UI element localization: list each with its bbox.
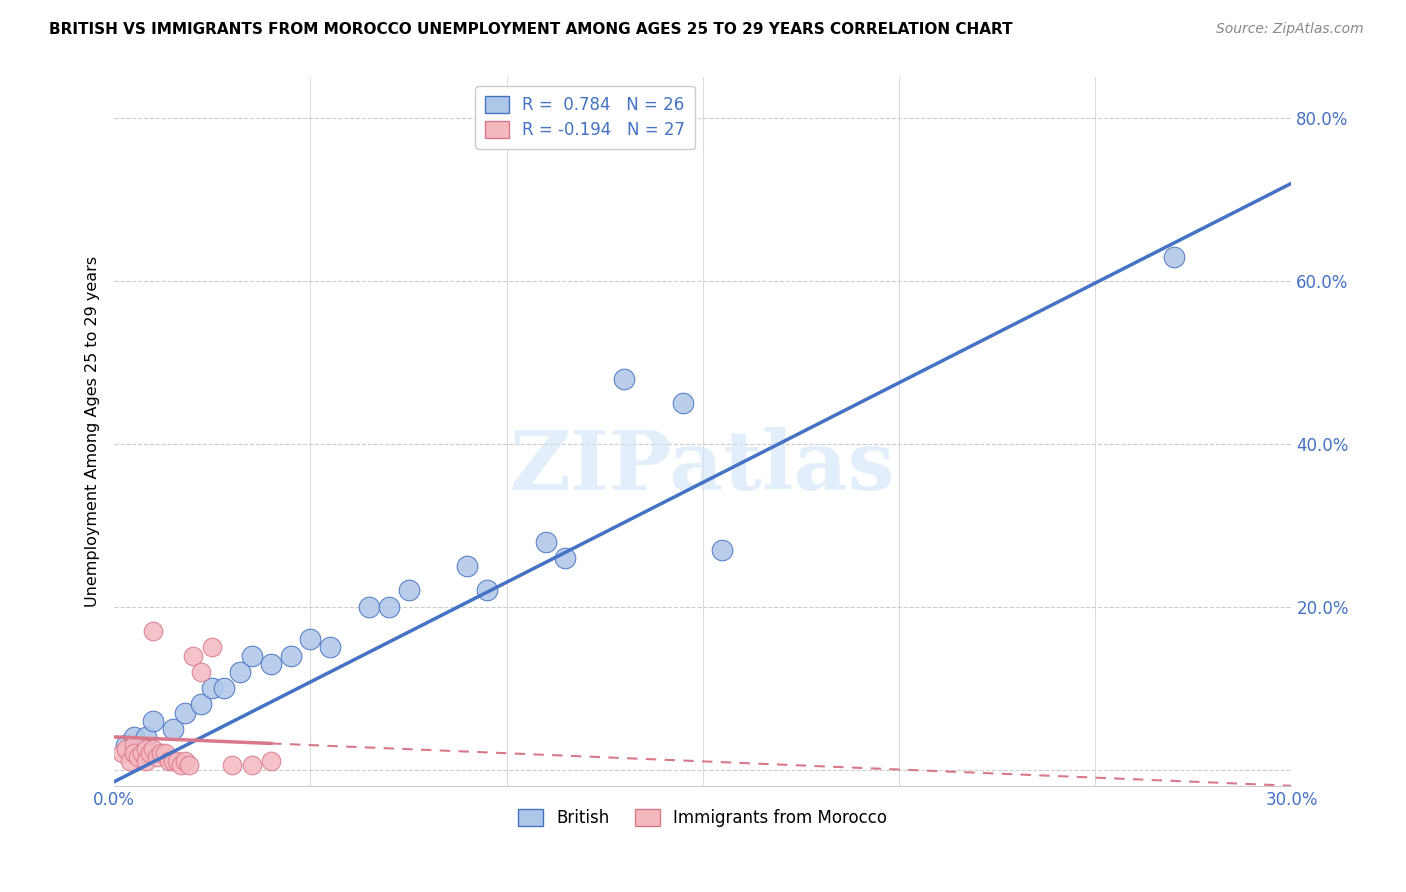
- Point: [221, 758, 243, 772]
- Point: [162, 722, 184, 736]
- Point: [280, 648, 302, 663]
- Point: [135, 742, 157, 756]
- Point: [122, 730, 145, 744]
- Point: [299, 632, 322, 647]
- Point: [319, 640, 342, 655]
- Point: [142, 714, 165, 728]
- Point: [212, 681, 235, 695]
- Point: [229, 665, 252, 679]
- Point: [260, 755, 283, 769]
- Point: [378, 599, 401, 614]
- Point: [157, 755, 180, 769]
- Point: [122, 746, 145, 760]
- Point: [170, 758, 193, 772]
- Point: [240, 758, 263, 772]
- Point: [672, 396, 695, 410]
- Point: [613, 372, 636, 386]
- Point: [153, 746, 176, 760]
- Point: [142, 742, 165, 756]
- Point: [138, 746, 160, 760]
- Point: [1163, 250, 1185, 264]
- Point: [711, 542, 734, 557]
- Point: [127, 750, 149, 764]
- Point: [135, 730, 157, 744]
- Point: [131, 746, 153, 760]
- Point: [554, 550, 576, 565]
- Text: BRITISH VS IMMIGRANTS FROM MOROCCO UNEMPLOYMENT AMONG AGES 25 TO 29 YEARS CORREL: BRITISH VS IMMIGRANTS FROM MOROCCO UNEMP…: [49, 22, 1012, 37]
- Text: ZIPatlas: ZIPatlas: [510, 427, 896, 507]
- Point: [135, 755, 157, 769]
- Point: [122, 738, 145, 752]
- Point: [475, 583, 498, 598]
- Point: [177, 758, 200, 772]
- Point: [115, 742, 138, 756]
- Point: [201, 681, 224, 695]
- Point: [142, 624, 165, 638]
- Point: [398, 583, 420, 598]
- Point: [115, 738, 138, 752]
- Point: [190, 698, 212, 712]
- Point: [146, 750, 169, 764]
- Point: [111, 746, 134, 760]
- Point: [201, 640, 224, 655]
- Point: [118, 755, 141, 769]
- Point: [240, 648, 263, 663]
- Point: [173, 706, 195, 720]
- Y-axis label: Unemployment Among Ages 25 to 29 years: Unemployment Among Ages 25 to 29 years: [86, 256, 100, 607]
- Legend: British, Immigrants from Morocco: British, Immigrants from Morocco: [512, 803, 894, 834]
- Text: Source: ZipAtlas.com: Source: ZipAtlas.com: [1216, 22, 1364, 37]
- Point: [260, 657, 283, 671]
- Point: [359, 599, 381, 614]
- Point: [162, 755, 184, 769]
- Point: [150, 746, 173, 760]
- Point: [166, 755, 188, 769]
- Point: [456, 558, 478, 573]
- Point: [181, 648, 204, 663]
- Point: [190, 665, 212, 679]
- Point: [534, 534, 557, 549]
- Point: [173, 755, 195, 769]
